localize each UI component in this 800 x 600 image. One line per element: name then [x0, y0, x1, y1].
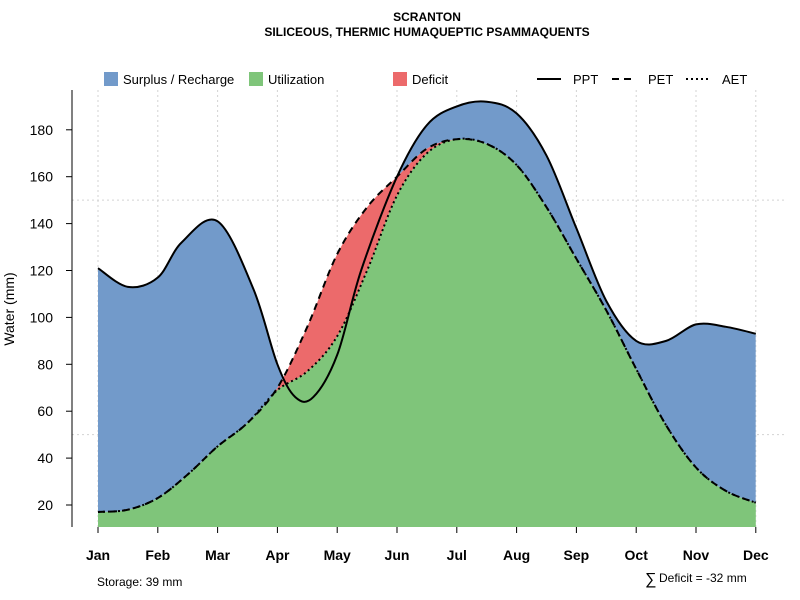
- legend-label-pet: PET: [648, 72, 673, 87]
- x-tick-label-jun: Jun: [385, 547, 410, 563]
- deficit-sum-symbol: ∑: [645, 571, 656, 588]
- utilization-area: [98, 138, 756, 527]
- legend-label-surplus-recharge: Surplus / Recharge: [123, 72, 234, 87]
- x-tick-label-oct: Oct: [625, 547, 649, 563]
- x-tick-label-dec: Dec: [743, 547, 769, 563]
- x-tick-label-nov: Nov: [683, 547, 710, 563]
- chart-title: SCRANTON: [393, 10, 461, 24]
- series-lines: [97, 100, 757, 513]
- y-tick-label-160: 160: [30, 169, 54, 185]
- legend-label-aet: AET: [722, 72, 747, 87]
- y-axis-label: Water (mm): [1, 272, 17, 345]
- x-tick-label-feb: Feb: [145, 547, 170, 563]
- x-tick-label-aug: Aug: [503, 547, 530, 563]
- legend-swatch-surplus-recharge: [104, 72, 118, 86]
- ppt-line: [97, 100, 757, 403]
- aet-line: [97, 137, 757, 513]
- y-tick-label-100: 100: [30, 309, 54, 325]
- x-tick-label-jul: Jul: [447, 547, 467, 563]
- deficit-annotation: Deficit = -32 mm: [659, 571, 747, 585]
- legend-swatch-utilization: [249, 72, 263, 86]
- y-tick-label-140: 140: [30, 216, 54, 232]
- x-ticks: Jan Feb Mar Apr May Jun Jul Aug Sep Oct Nov Dec: [86, 527, 769, 563]
- legend-label-utilization: Utilization: [268, 72, 324, 87]
- legend: Surplus / Recharge Utilization Deficit PPT P…: [104, 72, 747, 87]
- legend-swatch-deficit: [393, 72, 407, 86]
- y-tick-label-80: 80: [37, 356, 53, 372]
- y-tick-label-40: 40: [37, 450, 53, 466]
- x-tick-label-mar: Mar: [205, 547, 230, 563]
- storage-annotation: Storage: 39 mm: [97, 575, 182, 589]
- x-tick-label-may: May: [324, 547, 351, 563]
- y-ticks: 20 40 60 80 100 120 140 160 180: [30, 122, 72, 513]
- legend-label-deficit: Deficit: [412, 72, 449, 87]
- y-tick-label-120: 120: [30, 263, 54, 279]
- area-fills: [98, 101, 756, 527]
- y-tick-label-20: 20: [37, 497, 53, 513]
- y-tick-label-180: 180: [30, 122, 54, 138]
- chart-subtitle: SILICEOUS, THERMIC HUMAQUEPTIC PSAMMAQUE…: [264, 25, 589, 39]
- y-tick-label-60: 60: [37, 403, 53, 419]
- x-tick-label-jan: Jan: [86, 547, 110, 563]
- x-tick-label-apr: Apr: [265, 547, 290, 563]
- x-tick-label-sep: Sep: [564, 547, 590, 563]
- legend-label-ppt: PPT: [573, 72, 598, 87]
